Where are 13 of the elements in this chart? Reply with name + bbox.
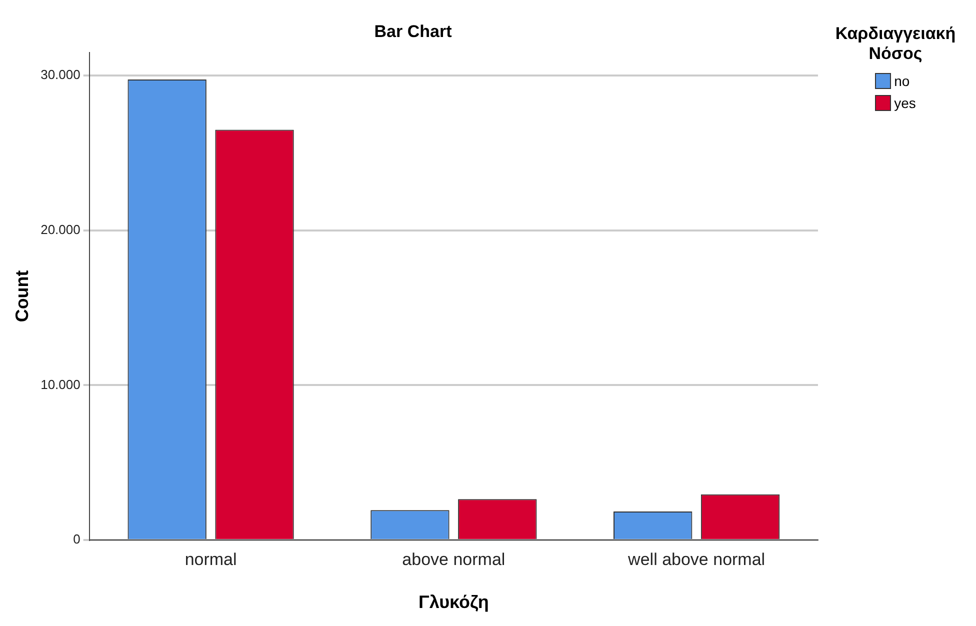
x-tick-label: well above normal <box>627 550 766 569</box>
legend-label: yes <box>894 95 916 111</box>
x-axis-title: Γλυκόζη <box>418 592 489 612</box>
y-axis-title: Count <box>12 270 32 322</box>
y-tick-label: 20.000 <box>40 222 80 237</box>
x-tick-label: normal <box>184 550 237 569</box>
legend-title: Καρδιαγγειακή Νόσος <box>834 24 957 64</box>
x-tick-label: above normal <box>402 550 506 569</box>
y-tick-label: 30.000 <box>40 67 80 82</box>
y-tick-label: 0 <box>73 532 80 547</box>
chart-title: Bar Chart <box>374 22 452 41</box>
legend-label: no <box>894 73 910 89</box>
y-tick-label: 10.000 <box>40 376 80 392</box>
